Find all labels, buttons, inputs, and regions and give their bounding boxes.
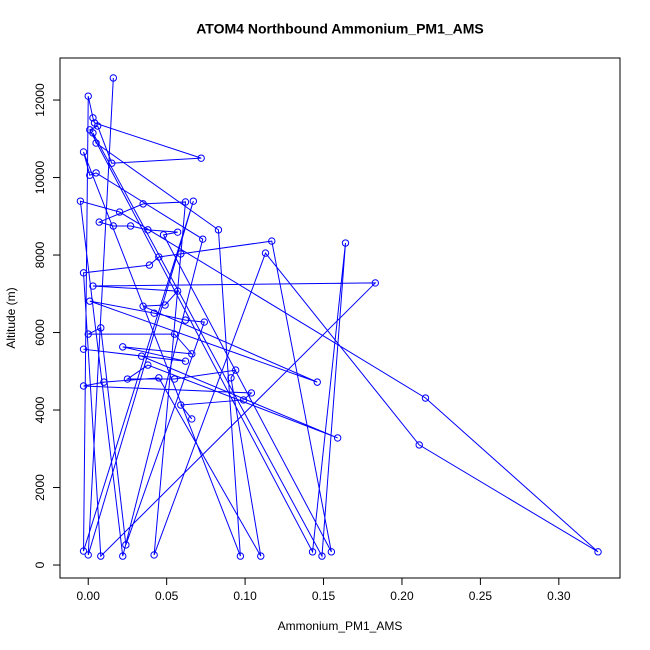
data-point xyxy=(155,253,163,261)
data-point xyxy=(214,226,223,234)
data-point xyxy=(92,139,100,147)
data-point xyxy=(170,330,179,338)
data-point xyxy=(97,552,105,560)
data-point xyxy=(97,324,105,332)
data-point xyxy=(159,231,168,239)
data-point xyxy=(100,378,108,386)
data-point xyxy=(371,279,379,287)
data-point xyxy=(79,269,88,277)
data-point xyxy=(79,345,88,353)
data-point xyxy=(89,129,97,137)
data-point xyxy=(108,159,116,167)
data-point xyxy=(594,548,602,556)
y-tick-label: 0 xyxy=(33,561,47,568)
chart-title: ATOM4 Northbound Ammonium_PM1_AMS xyxy=(196,21,484,37)
data-point xyxy=(109,222,118,230)
x-tick-label: 0.10 xyxy=(233,589,257,603)
data-point xyxy=(79,148,88,156)
data-point xyxy=(137,352,146,360)
data-point xyxy=(92,169,100,177)
data-point xyxy=(261,249,270,257)
data-point xyxy=(181,198,190,206)
y-tick-label: 12000 xyxy=(33,83,47,117)
data-point xyxy=(173,228,182,236)
x-tick-label: 0.05 xyxy=(155,589,179,603)
data-point xyxy=(247,389,256,397)
data-point xyxy=(227,374,235,382)
data-point xyxy=(257,552,265,560)
data-point xyxy=(84,330,92,338)
data-point xyxy=(188,415,196,423)
data-point xyxy=(84,551,92,559)
data-point xyxy=(239,396,248,404)
data-line xyxy=(79,77,599,558)
data-point xyxy=(86,171,94,179)
data-point xyxy=(144,226,152,234)
data-point xyxy=(119,552,127,560)
data-point xyxy=(177,401,185,409)
data-point xyxy=(86,297,94,305)
x-tick-label: 0.00 xyxy=(77,589,101,603)
data-point xyxy=(150,309,158,317)
data-point xyxy=(119,343,127,351)
data-point xyxy=(123,375,132,383)
data-point xyxy=(200,318,209,326)
data-point xyxy=(188,350,196,358)
data-point xyxy=(415,441,423,449)
data-point xyxy=(126,222,135,230)
data-point xyxy=(181,316,190,324)
data-point xyxy=(333,434,342,442)
data-point xyxy=(177,250,185,258)
data-point xyxy=(150,551,158,559)
data-point xyxy=(327,548,336,556)
y-axis-label: Altitude (m) xyxy=(4,287,18,348)
data-point xyxy=(161,301,169,309)
y-tick-label: 8000 xyxy=(33,241,47,268)
data-point xyxy=(341,239,350,247)
data-point xyxy=(313,378,321,386)
data-point xyxy=(231,366,240,374)
plot-frame xyxy=(59,57,621,579)
data-point xyxy=(236,552,245,560)
x-tick-label: 0.15 xyxy=(312,589,336,603)
data-point xyxy=(139,200,147,208)
data-point xyxy=(84,92,92,100)
data-point xyxy=(89,114,97,122)
data-point xyxy=(421,394,430,402)
data-point xyxy=(109,74,118,82)
y-tick-label: 6000 xyxy=(33,319,47,346)
y-tick-label: 10000 xyxy=(33,161,47,195)
y-tick-label: 4000 xyxy=(33,396,47,423)
data-point xyxy=(76,197,85,205)
x-tick-label: 0.30 xyxy=(547,589,571,603)
x-tick-label: 0.25 xyxy=(469,589,493,603)
data-point xyxy=(181,357,190,365)
data-point xyxy=(122,541,130,549)
data-point xyxy=(145,261,154,269)
data-point xyxy=(95,218,103,226)
data-point xyxy=(199,235,207,243)
y-tick-label: 2000 xyxy=(33,474,47,501)
data-point xyxy=(170,375,179,383)
data-point xyxy=(155,374,163,382)
data-point xyxy=(93,122,102,130)
data-point xyxy=(189,197,198,205)
x-tick-label: 0.20 xyxy=(390,589,414,603)
data-point xyxy=(268,237,276,245)
data-point xyxy=(144,361,152,369)
data-point xyxy=(115,208,124,216)
data-point xyxy=(89,282,97,290)
data-point xyxy=(318,552,326,560)
data-point xyxy=(139,302,147,310)
data-point xyxy=(173,287,182,295)
data-point xyxy=(308,548,317,556)
data-point xyxy=(197,154,205,162)
data-point xyxy=(79,382,88,390)
x-axis-label: Ammonium_PM1_AMS xyxy=(278,619,403,633)
data-point xyxy=(79,547,88,555)
